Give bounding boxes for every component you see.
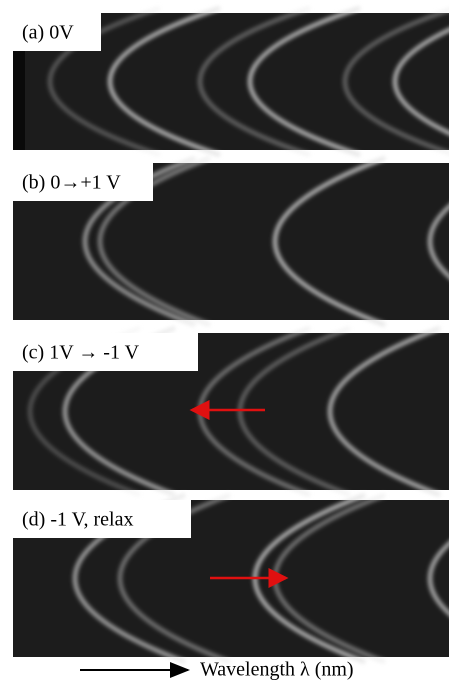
panel: (c) 1V → -1 V bbox=[13, 328, 449, 495]
panel-label: (c) 1V → -1 V bbox=[22, 342, 140, 364]
axis-label: Wavelength λ (nm) bbox=[200, 659, 354, 681]
panel-label: (a) 0V bbox=[22, 22, 74, 44]
panel: (d) -1 V, relax bbox=[13, 495, 449, 662]
panel-label: (b) 0→+1 V bbox=[22, 172, 121, 194]
figure: (a) 0V (b) 0→+1 V (c) 1V → -1 V (d) -1 V, r… bbox=[0, 0, 449, 687]
panel: (b) 0→+1 V bbox=[13, 158, 449, 325]
page: (a) 0V (b) 0→+1 V (c) 1V → -1 V (d) -1 V, r… bbox=[0, 0, 449, 687]
panel-label: (d) -1 V, relax bbox=[22, 509, 133, 531]
panel: (a) 0V bbox=[13, 8, 449, 155]
